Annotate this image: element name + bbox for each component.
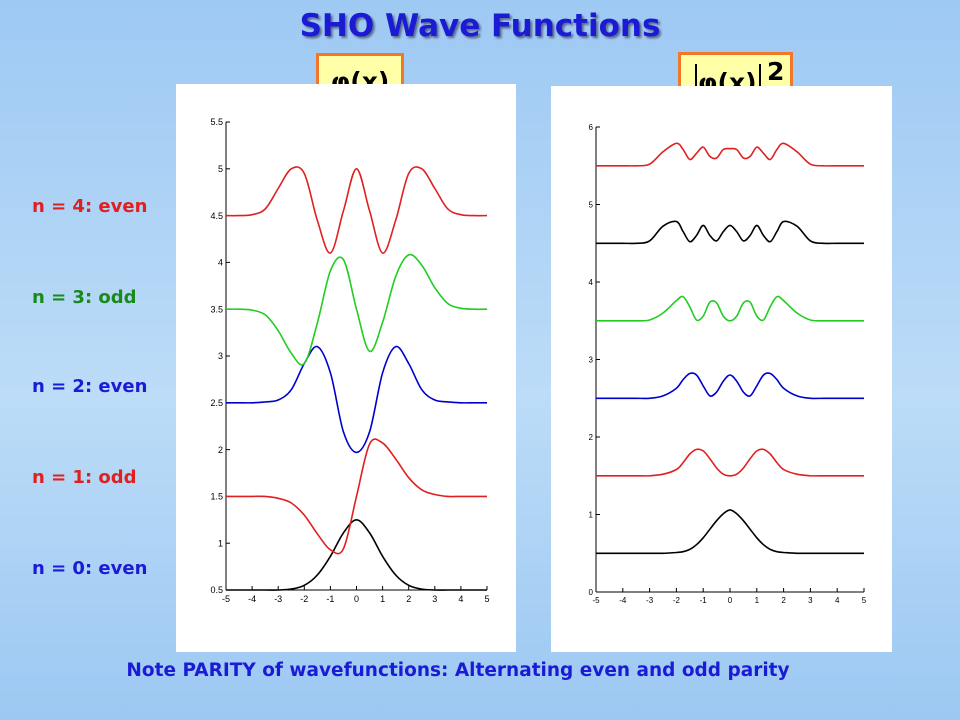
row-label-n0: n = 0: even bbox=[32, 558, 148, 579]
wavefunction-x-tick-label: 4 bbox=[458, 594, 463, 604]
probability-series-line-0 bbox=[596, 509, 864, 555]
wavefunction-x-tick-label: -2 bbox=[300, 594, 308, 604]
probability-y-tick-label: 3 bbox=[589, 355, 594, 364]
probability-x-tick-label: 4 bbox=[835, 596, 840, 605]
row-label-n2: n = 2: even bbox=[32, 376, 148, 397]
row-label-n1: n = 1: odd bbox=[32, 467, 137, 488]
wavefunction-series-line-2 bbox=[226, 345, 488, 454]
wavefunction-series-line-1 bbox=[225, 438, 487, 555]
wavefunction-series-line-4 bbox=[225, 166, 488, 254]
probability-x-tick-label: -4 bbox=[619, 596, 627, 605]
probability-x-tick-label: -2 bbox=[673, 596, 681, 605]
probability-x-tick-label: 1 bbox=[755, 596, 760, 605]
wavefunction-y-tick-label: 3 bbox=[218, 351, 223, 361]
wavefunction-x-tick-label: -3 bbox=[274, 594, 282, 604]
probability-x-tick-label: 3 bbox=[808, 596, 813, 605]
slide-title: SHO Wave Functions bbox=[299, 8, 661, 44]
probability-series-line-4 bbox=[595, 220, 864, 245]
probability-density-plot-panel: 0 1 2 3 4 5 6 -5 -4 -3 -2 -1 0 1 2 3 4 5 bbox=[551, 86, 892, 652]
probability-series-line-2 bbox=[596, 372, 864, 400]
parity-note: Note PARITY of wavefunctions: Alternatin… bbox=[126, 660, 790, 681]
wavefunction-x-tick-label: 3 bbox=[432, 594, 437, 604]
probability-y-tick-label: 0 bbox=[589, 588, 594, 597]
wavefunction-y-tick-label: 3.5 bbox=[210, 304, 223, 314]
wavefunction-series-line-3 bbox=[225, 253, 488, 366]
wavefunction-y-tick-label: 2 bbox=[218, 445, 223, 455]
abs-bar-left bbox=[695, 64, 697, 102]
probability-y-tick-label: 2 bbox=[589, 433, 594, 442]
wavefunction-x-tick-label: -4 bbox=[248, 594, 256, 604]
abs-bar-right bbox=[759, 64, 761, 102]
wavefunction-y-tick-label: 1.5 bbox=[210, 492, 223, 502]
wavefunction-y-tick-label: 5.5 bbox=[210, 117, 223, 127]
wavefunction-x-tick-label: -1 bbox=[326, 594, 334, 604]
wavefunction-chart: 0.5 1 1.5 2 2.5 3 3.5 4 4.5 5 5.5 -5 -4 -3 -2 -1 0 1 2 3 4 5 bbox=[210, 117, 489, 604]
probability-x-tick-label: 5 bbox=[862, 596, 867, 605]
probability-x-tick-label: -5 bbox=[592, 596, 600, 605]
wavefunction-series-line-0 bbox=[226, 518, 487, 591]
wavefunction-y-tick-label: 2.5 bbox=[210, 398, 223, 408]
wavefunction-x-tick-label: 5 bbox=[484, 594, 489, 604]
wavefunction-x-tick-label: 1 bbox=[380, 594, 385, 604]
wavefunction-y-tick-label: 4.5 bbox=[210, 211, 223, 221]
probability-series-line-1 bbox=[596, 448, 864, 477]
probability-series-line-3 bbox=[595, 295, 864, 322]
probability-x-tick-label: -3 bbox=[646, 596, 654, 605]
probability-x-tick-label: 0 bbox=[728, 596, 733, 605]
wavefunction-x-tick-label: 0 bbox=[354, 594, 359, 604]
wavefunction-plot-panel: 0.5 1 1.5 2 2.5 3 3.5 4 4.5 5 5.5 -5 -4 -3 -2 -1 0 1 2 3 4 5 bbox=[176, 84, 516, 652]
probability-y-tick-label: 1 bbox=[589, 510, 594, 519]
wavefunction-y-tick-label: 4 bbox=[218, 258, 223, 268]
wavefunction-x-tick-label: -5 bbox=[222, 594, 230, 604]
wavefunction-y-tick-label: 1 bbox=[218, 538, 223, 548]
probability-y-tick-label: 4 bbox=[589, 278, 594, 287]
row-label-n4: n = 4: even bbox=[32, 196, 148, 217]
wavefunction-y-tick-label: 0.5 bbox=[210, 585, 223, 595]
probability-x-tick-label: -1 bbox=[700, 596, 708, 605]
probability-x-tick-label: 2 bbox=[781, 596, 786, 605]
wavefunction-y-tick-label: 5 bbox=[218, 164, 223, 174]
probability-series-line-5 bbox=[595, 142, 864, 167]
probability-density-chart: 0 1 2 3 4 5 6 -5 -4 -3 -2 -1 0 1 2 3 4 5 bbox=[589, 123, 867, 605]
row-label-n3: n = 3: odd bbox=[32, 287, 137, 308]
probability-y-tick-label: 6 bbox=[589, 123, 594, 132]
phi-squared-exponent: 2 bbox=[767, 57, 785, 86]
probability-y-tick-label: 5 bbox=[589, 200, 594, 209]
wavefunction-x-tick-label: 2 bbox=[406, 594, 411, 604]
